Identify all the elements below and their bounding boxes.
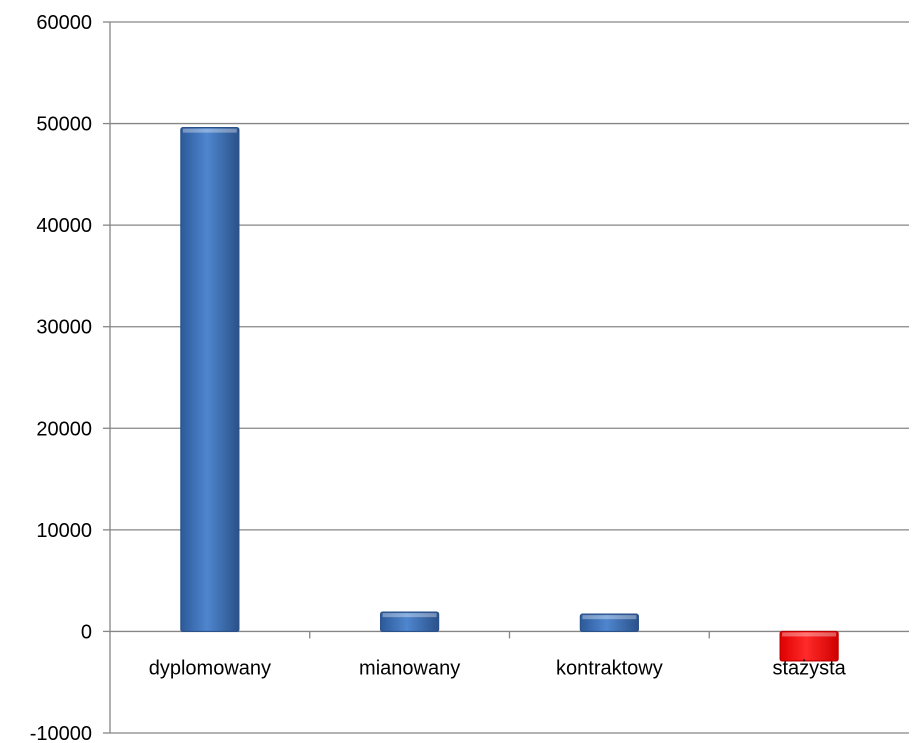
y-tick-label: -10000 [30, 723, 92, 743]
bar-highlight [382, 613, 437, 618]
y-tick-label: 10000 [36, 520, 92, 542]
bar-highlight [582, 615, 637, 620]
labels: 60000 50000 40000 30000 20000 10000 0 -10000 dyp… [30, 12, 847, 743]
bars [180, 127, 839, 662]
x-category-label: dyplomowany [149, 657, 271, 679]
bar-highlight [782, 632, 837, 637]
y-tick-label: 0 [81, 621, 92, 643]
bar-mianowany [380, 611, 440, 633]
y-tick-label: 30000 [36, 317, 92, 339]
y-tick-label: 20000 [36, 418, 92, 440]
y-tick-label: 60000 [36, 12, 92, 34]
x-category-label: mianowany [359, 657, 460, 679]
bar-highlight [182, 128, 237, 133]
bar-kontraktowy [579, 613, 639, 633]
bar-dyplomowany [180, 127, 240, 633]
y-tick-label: 40000 [36, 215, 92, 237]
axes [103, 21, 909, 734]
gridlines [110, 21, 909, 734]
x-category-label: stażysta [772, 657, 846, 679]
y-tick-label: 50000 [36, 114, 92, 136]
x-category-label: kontraktowy [556, 657, 663, 679]
bar-stażysta [779, 630, 839, 662]
